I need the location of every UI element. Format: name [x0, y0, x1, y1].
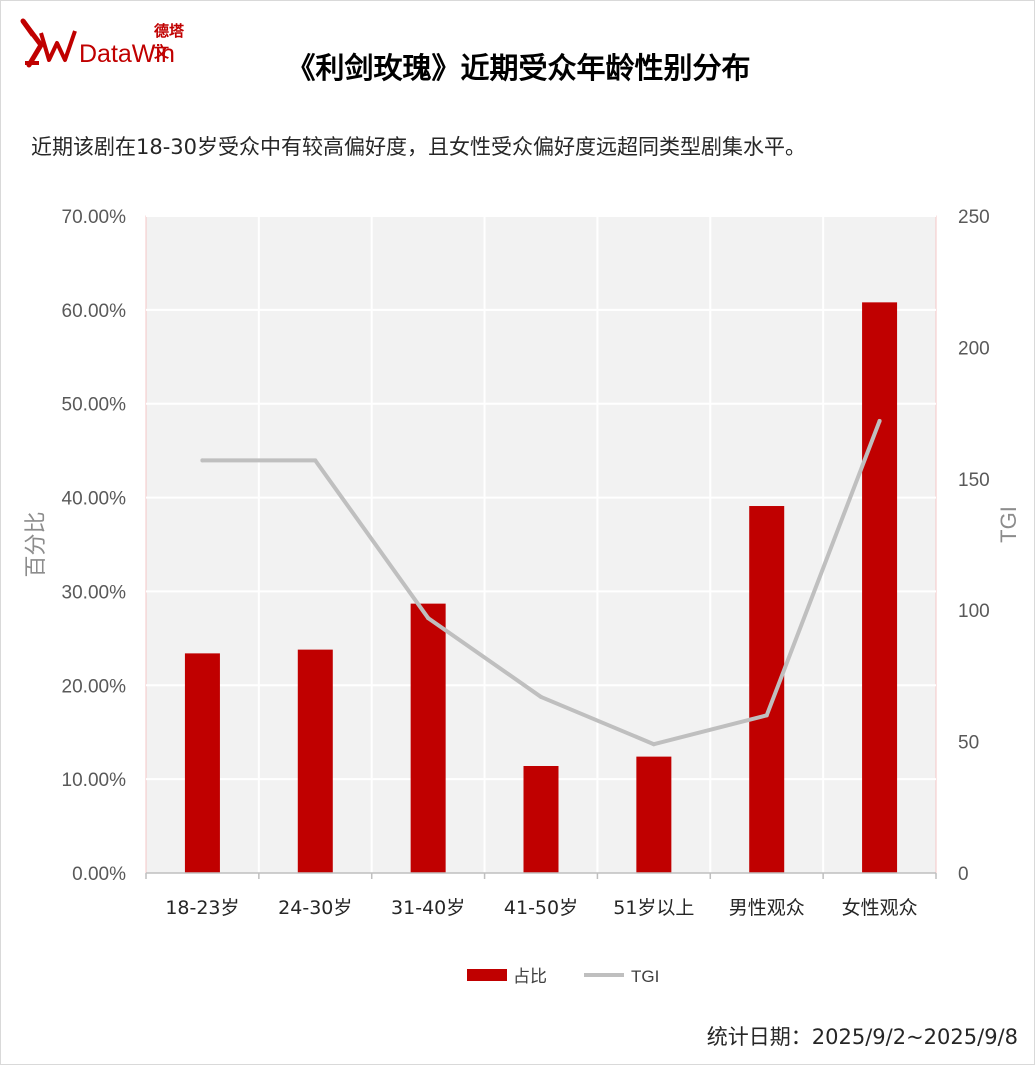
x-tick-label: 男性观众 — [729, 897, 805, 919]
tgi-point — [539, 694, 543, 699]
tgi-point — [764, 713, 769, 718]
datawin-logo: 德塔文 DataWin — [19, 15, 189, 75]
chart-title: 《利剑玫瑰》近期受众年龄性别分布 — [286, 51, 751, 85]
y-tick-label: 70.00% — [62, 207, 127, 228]
x-tick-label: 31-40岁 — [391, 897, 465, 919]
datawin-logo-mark-icon — [20, 18, 77, 68]
x-tick-label: 18-23岁 — [165, 897, 239, 919]
y-tick-label: 60.00% — [62, 301, 127, 322]
y-axis-title: 百分比 — [24, 511, 49, 577]
tgi-point — [200, 458, 205, 463]
bar — [862, 302, 898, 873]
tgi-point — [651, 742, 656, 747]
plot-area — [145, 215, 937, 874]
tgi-point — [877, 418, 882, 423]
x-tick-label: 51岁以上 — [613, 897, 694, 919]
combo-chart: 0.00% 10.00% 20.00% 30.00% 40.00% 50.00% 60.00… — [24, 207, 1021, 987]
y2-tick-label: 200 — [958, 338, 990, 359]
x-tick-label: 24-30岁 — [278, 897, 352, 919]
tgi-point — [313, 458, 318, 463]
y-tick-label: 50.00% — [62, 395, 127, 416]
y2-tick-label: 50 — [958, 733, 979, 754]
y2-axis-title: TGI — [996, 506, 1021, 543]
y-tick-label: 0.00% — [72, 864, 126, 885]
bar — [410, 603, 446, 873]
x-tick-label: 41-50岁 — [504, 897, 578, 919]
date-range-footer: 统计日期：2025/9/2~2025/9/8 — [706, 1025, 1018, 1049]
legend-label-line: TGI — [631, 967, 659, 986]
bar — [636, 756, 672, 873]
legend-swatch-bar — [467, 969, 507, 981]
y2-tick-label: 0 — [958, 864, 969, 885]
y-tick-label: 10.00% — [62, 770, 127, 791]
bar — [184, 653, 220, 873]
bar — [523, 766, 559, 873]
y-tick-label: 20.00% — [62, 676, 127, 697]
x-tick-label: 女性观众 — [842, 897, 918, 919]
y2-tick-label: 250 — [958, 207, 990, 228]
chart-subtitle: 近期该剧在18-30岁受众中有较高偏好度，且女性受众偏好度远超同类型剧集水平。 — [31, 135, 807, 159]
logo-cn-text: 德塔文 — [154, 22, 185, 61]
bar — [749, 506, 785, 873]
y2-tick-label: 150 — [958, 470, 990, 491]
tgi-point — [426, 616, 431, 621]
legend-label-bar: 占比 — [513, 967, 547, 987]
y-tick-label: 30.00% — [62, 582, 127, 603]
y-tick-label: 40.00% — [62, 489, 127, 510]
y2-tick-label: 100 — [958, 601, 990, 622]
bar — [297, 649, 333, 873]
logo-en-text: DataWin — [79, 40, 175, 68]
